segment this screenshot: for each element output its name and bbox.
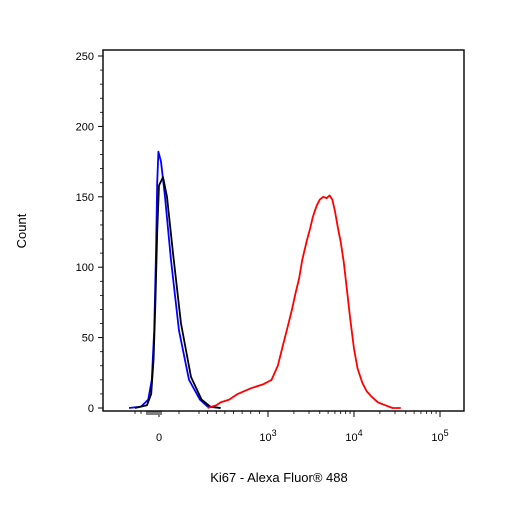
x-tick-label: 105	[431, 428, 448, 444]
y-axis-title: Count	[14, 213, 29, 248]
x-axis-title: Ki67 - Alexa Fluor® 488	[210, 470, 347, 485]
x-tick-label: 104	[345, 428, 362, 444]
series-line-1	[128, 150, 221, 409]
plot-frame	[102, 49, 465, 412]
series-line-2	[134, 176, 221, 409]
y-tick-label: 0	[88, 403, 94, 415]
y-tick-label: 50	[82, 333, 94, 345]
y-tick-label: 150	[76, 192, 94, 204]
x-tick-label: 0	[156, 432, 162, 444]
y-tick-label: 100	[76, 262, 94, 274]
x-tick-label: 103	[259, 428, 276, 444]
axes: 0 50 100 150 200 250 0 103 104 105	[76, 49, 465, 444]
plot-area	[128, 150, 401, 409]
y-tick-label: 200	[76, 121, 94, 133]
y-tick-label: 250	[76, 51, 94, 63]
series-line-3	[207, 194, 401, 409]
